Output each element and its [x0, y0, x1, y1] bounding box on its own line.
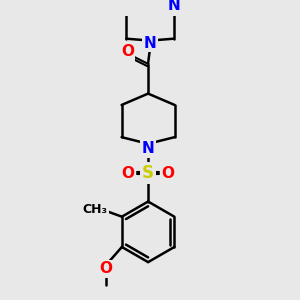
Text: N: N: [167, 0, 180, 13]
Text: O: O: [99, 261, 112, 276]
Text: O: O: [161, 166, 175, 181]
Text: N: N: [142, 141, 154, 156]
Text: N: N: [144, 36, 156, 51]
Text: CH₃: CH₃: [83, 202, 108, 216]
Text: O: O: [122, 166, 135, 181]
Text: O: O: [121, 44, 134, 59]
Text: S: S: [142, 164, 154, 182]
